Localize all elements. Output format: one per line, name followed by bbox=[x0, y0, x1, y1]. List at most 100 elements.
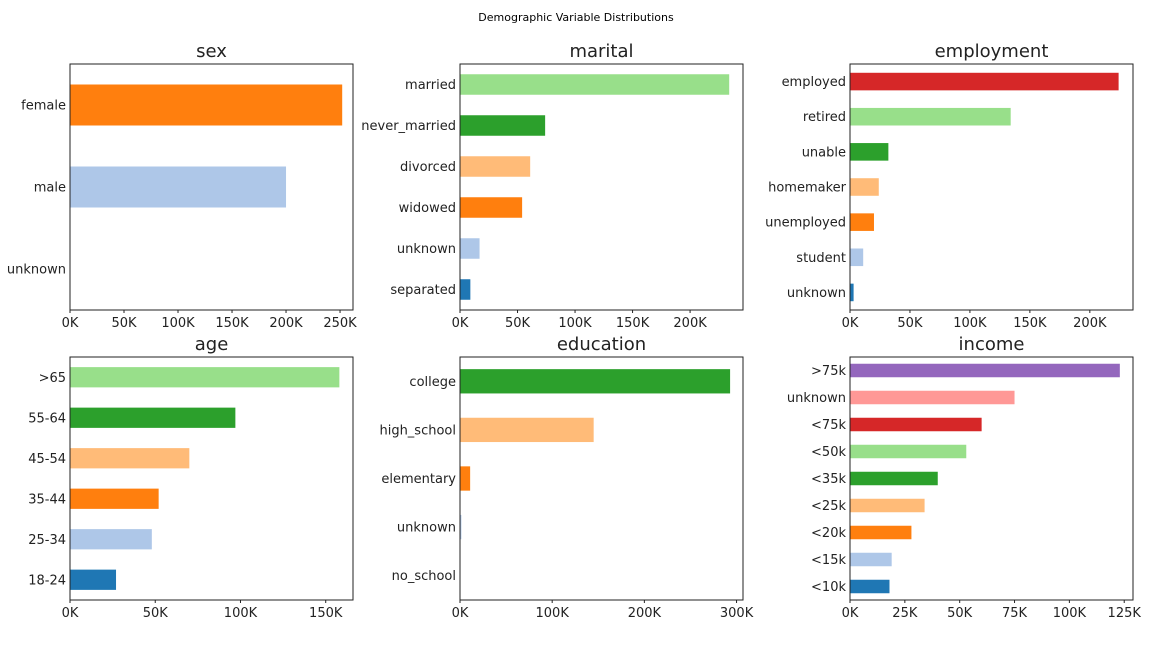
x-tick-label: 100K bbox=[558, 316, 592, 331]
bar-age-2 bbox=[70, 407, 236, 428]
bar-income-4 bbox=[850, 444, 967, 459]
x-tick-label: 0K bbox=[452, 606, 469, 621]
x-tick-label: 300K bbox=[720, 606, 754, 621]
category-label: 18-24 bbox=[28, 573, 66, 588]
category-label: unknown bbox=[787, 286, 846, 301]
bar-education-1 bbox=[460, 369, 731, 394]
subplot-education: education college high_school elementary unk… bbox=[379, 334, 753, 621]
bar-income-3 bbox=[850, 417, 982, 432]
category-label: unknown bbox=[397, 242, 456, 257]
subplot-title: education bbox=[557, 334, 646, 355]
bar-age-4 bbox=[70, 488, 159, 509]
category-label: <20k bbox=[811, 526, 846, 541]
category-label: 45-54 bbox=[28, 452, 66, 467]
bar-income-5 bbox=[850, 471, 938, 486]
x-tick-label: 200K bbox=[628, 606, 662, 621]
axes-frame bbox=[69, 356, 354, 601]
category-label: <35k bbox=[811, 472, 846, 487]
category-label: employed bbox=[782, 75, 846, 90]
x-tick-label: 150K bbox=[309, 606, 343, 621]
axes-frame bbox=[69, 63, 354, 311]
bar-income-8 bbox=[850, 552, 892, 567]
x-tick-label: 75K bbox=[1002, 606, 1028, 621]
bar-income-6 bbox=[850, 498, 925, 513]
bar-employment-2 bbox=[850, 107, 1011, 126]
category-label: unable bbox=[802, 145, 846, 160]
x-tick-label: 0K bbox=[842, 316, 859, 331]
category-label: 35-44 bbox=[28, 492, 66, 507]
subplot-income: income >75k unknown <75k <50k <35k <25k <20k <15… bbox=[787, 334, 1141, 621]
bar-income-9 bbox=[850, 579, 890, 594]
x-tick-label: 50K bbox=[505, 316, 531, 331]
category-label: unknown bbox=[7, 263, 66, 278]
bar-marital-3 bbox=[460, 156, 531, 177]
category-label: homemaker bbox=[768, 181, 847, 196]
category-label: high_school bbox=[379, 423, 456, 438]
subplot-title: employment bbox=[935, 41, 1049, 62]
category-label: <15k bbox=[811, 553, 846, 568]
x-tick-label: 25K bbox=[892, 606, 918, 621]
category-label: >75k bbox=[811, 364, 846, 379]
axes-frame bbox=[849, 63, 1134, 311]
category-label: unknown bbox=[787, 391, 846, 406]
x-tick-label: 100K bbox=[1053, 606, 1087, 621]
x-tick-label: 0K bbox=[62, 316, 79, 331]
bar-age-3 bbox=[70, 448, 190, 469]
bar-employment-7 bbox=[850, 283, 854, 302]
category-label: >65 bbox=[39, 371, 66, 386]
bar-age-6 bbox=[70, 569, 117, 590]
category-label: no_school bbox=[392, 569, 456, 584]
x-tick-label: 200K bbox=[673, 316, 707, 331]
bar-age-5 bbox=[70, 529, 152, 550]
x-tick-label: 100K bbox=[536, 606, 570, 621]
figure-title: Demographic Variable Distributions bbox=[478, 11, 674, 24]
category-label: <25k bbox=[811, 499, 846, 514]
category-label: college bbox=[409, 375, 456, 390]
x-tick-label: 100K bbox=[161, 316, 195, 331]
x-tick-label: 200K bbox=[269, 316, 303, 331]
subplot-title: sex bbox=[196, 41, 227, 62]
x-tick-label: 50K bbox=[143, 606, 169, 621]
category-label: female bbox=[21, 99, 66, 114]
category-label: unknown bbox=[397, 521, 456, 536]
x-tick-label: 0K bbox=[452, 316, 469, 331]
subplot-title: marital bbox=[569, 41, 633, 62]
bar-employment-5 bbox=[850, 213, 874, 231]
bar-marital-4 bbox=[460, 197, 523, 218]
category-label: elementary bbox=[381, 472, 456, 487]
bar-sex-1 bbox=[70, 84, 343, 126]
axes-frame bbox=[849, 356, 1134, 601]
bar-education-2 bbox=[460, 417, 594, 443]
bar-marital-5 bbox=[460, 238, 480, 259]
category-label: student bbox=[796, 251, 846, 266]
category-label: <10k bbox=[811, 580, 846, 595]
bar-education-3 bbox=[460, 466, 471, 491]
x-tick-label: 50K bbox=[947, 606, 973, 621]
category-label: <75k bbox=[811, 418, 846, 433]
subplot-title: income bbox=[959, 334, 1025, 355]
bar-education-4 bbox=[460, 514, 462, 540]
bar-marital-2 bbox=[460, 115, 546, 136]
axes-frame bbox=[459, 63, 744, 311]
axes-frame bbox=[459, 356, 744, 601]
x-tick-label: 125K bbox=[1108, 606, 1142, 621]
x-tick-label: 0K bbox=[842, 606, 859, 621]
subplot-title: age bbox=[195, 334, 229, 355]
subplot-sex: sex female male unknown 0K 50K 100K 150K 200K 250… bbox=[7, 41, 357, 331]
bar-age-1 bbox=[70, 367, 340, 388]
x-tick-label: 50K bbox=[111, 316, 137, 331]
bar-income-2 bbox=[850, 390, 1015, 405]
bar-sex-2 bbox=[70, 166, 287, 208]
x-tick-label: 150K bbox=[1013, 316, 1047, 331]
bar-employment-3 bbox=[850, 143, 889, 161]
subplot-marital: marital married never_married divorced widow… bbox=[361, 41, 744, 331]
category-label: unemployed bbox=[765, 216, 846, 231]
category-label: widowed bbox=[399, 201, 456, 216]
x-tick-label: 100K bbox=[224, 606, 258, 621]
category-label: 25-34 bbox=[28, 533, 66, 548]
x-tick-label: 100K bbox=[953, 316, 987, 331]
category-label: <50k bbox=[811, 445, 846, 460]
subplot-age: age >65 55-64 45-54 35-44 25-34 18-24 0K 50K 100K… bbox=[28, 334, 354, 621]
